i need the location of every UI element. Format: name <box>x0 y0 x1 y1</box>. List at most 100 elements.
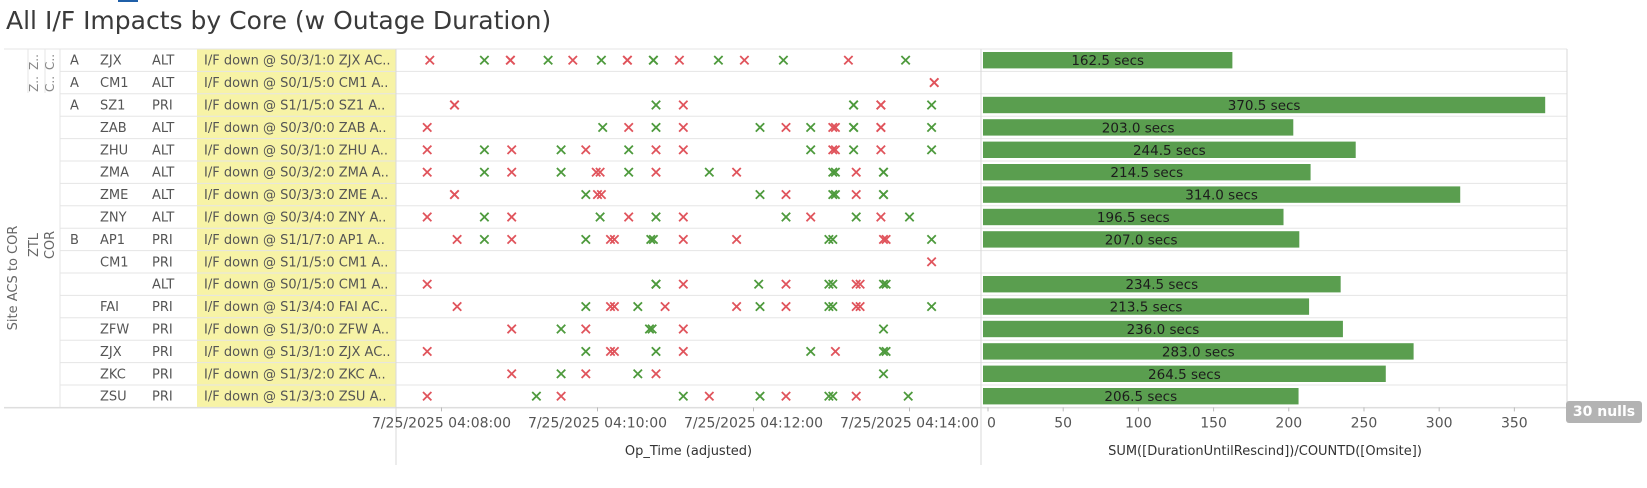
mark-stroke <box>855 301 865 312</box>
row-site: SZ1 <box>100 99 125 114</box>
event-mark-green <box>805 144 816 155</box>
x-tick-label: 7/25/2025 04:14:00 <box>840 415 979 431</box>
event-mark-green <box>827 279 838 290</box>
event-mark-green <box>805 122 816 133</box>
mark-stroke <box>848 144 859 155</box>
event-mark-red <box>422 391 433 402</box>
event-mark-green <box>778 55 789 66</box>
event-mark-red <box>855 279 865 290</box>
row-tier: A <box>70 54 79 69</box>
mark-stroke <box>596 55 607 66</box>
row-site: ZMA <box>100 166 129 181</box>
mark-stroke <box>580 189 591 200</box>
mark-stroke <box>580 324 591 334</box>
event-mark-green <box>556 167 566 178</box>
mark-stroke <box>623 144 634 155</box>
event-mark-red <box>876 100 886 110</box>
event-mark-red <box>609 346 620 357</box>
event-mark-red <box>449 100 460 110</box>
event-mark-green <box>755 189 765 200</box>
row-event-label: I/F down @ S0/3/3:0 ZME A.. <box>204 188 388 203</box>
event-mark-red <box>595 167 605 178</box>
row-event-label: I/F down @ S0/1/5:0 CM1 A.. <box>204 76 388 91</box>
mark-stroke <box>851 189 862 200</box>
mark-stroke <box>881 346 891 357</box>
event-mark-green <box>904 212 915 222</box>
group-label-top-a: Z.. <box>27 54 41 70</box>
mark-stroke <box>660 301 670 312</box>
mark-stroke <box>580 301 591 312</box>
row-type: PRI <box>152 233 173 248</box>
event-mark-red <box>651 144 661 155</box>
mark-stroke <box>449 100 460 110</box>
row-site: AP1 <box>100 233 125 248</box>
event-mark-red <box>876 122 886 133</box>
mark-stroke <box>597 122 608 133</box>
duration-bar <box>983 208 1284 226</box>
duration-bar-label: 370.5 secs <box>1228 98 1301 114</box>
mark-stroke <box>543 55 553 66</box>
event-mark-red <box>926 256 937 267</box>
event-mark-red <box>506 324 517 334</box>
event-mark-red <box>678 212 689 222</box>
mark-stroke <box>506 324 517 334</box>
event-mark-green <box>824 391 834 402</box>
nulls-badge[interactable]: 30 nulls <box>1566 401 1642 423</box>
event-mark-green <box>878 167 889 178</box>
event-mark-red <box>452 234 462 245</box>
mark-stroke <box>452 301 462 312</box>
event-mark-green <box>580 234 591 245</box>
mark-stroke <box>739 55 750 66</box>
event-mark-green <box>651 279 661 290</box>
row-type: ALT <box>152 278 174 293</box>
x-tick-label: 7/25/2025 04:12:00 <box>684 415 823 431</box>
mark-stroke <box>605 234 616 245</box>
event-mark-red <box>881 234 891 245</box>
event-mark-green <box>713 55 724 66</box>
duration-bar-label: 314.0 secs <box>1185 188 1258 204</box>
mark-stroke <box>580 368 591 379</box>
mark-stroke <box>580 234 591 245</box>
mark-stroke <box>827 391 838 402</box>
mark-stroke <box>645 234 656 245</box>
mark-stroke <box>609 346 620 357</box>
mark-stroke <box>556 368 566 379</box>
row-tier: A <box>70 76 79 91</box>
event-mark-red <box>506 144 517 155</box>
event-mark-red <box>422 122 433 133</box>
event-mark-red <box>781 279 791 290</box>
mark-stroke <box>878 324 889 334</box>
mark-stroke <box>926 301 937 312</box>
event-mark-red <box>851 301 862 312</box>
mark-stroke <box>651 100 661 110</box>
row-type: PRI <box>152 345 173 360</box>
bar-tick-label: 50 <box>1054 415 1072 431</box>
mark-stroke <box>731 167 742 178</box>
row-event-label: I/F down @ S1/3/1:0 ZJX AC.. <box>204 345 391 360</box>
duration-bar <box>983 276 1341 293</box>
event-mark-green <box>827 391 838 402</box>
event-mark-green <box>926 301 937 312</box>
event-mark-red <box>622 55 633 66</box>
group-label-top-d: C.. <box>43 76 57 92</box>
mark-stroke <box>609 234 620 245</box>
event-mark-red <box>506 234 517 245</box>
row-type: ALT <box>152 188 174 203</box>
event-mark-red <box>830 144 841 155</box>
mark-stroke <box>651 212 661 222</box>
grid-layer <box>4 48 1568 465</box>
event-mark-red <box>805 212 816 222</box>
mark-stroke <box>876 122 886 133</box>
row-site: ZFW <box>100 323 129 338</box>
event-mark-red <box>830 122 841 133</box>
event-mark-green <box>556 144 566 155</box>
row-event-label: I/F down @ S0/3/0:0 ZAB A.. <box>204 121 387 136</box>
event-mark-red <box>605 301 616 312</box>
mark-stroke <box>580 346 591 357</box>
mark-stroke <box>755 189 765 200</box>
event-mark-red <box>731 301 742 312</box>
event-mark-green <box>827 189 838 200</box>
event-mark-red <box>739 55 750 66</box>
event-mark-red <box>731 167 742 178</box>
event-mark-red <box>878 234 889 245</box>
